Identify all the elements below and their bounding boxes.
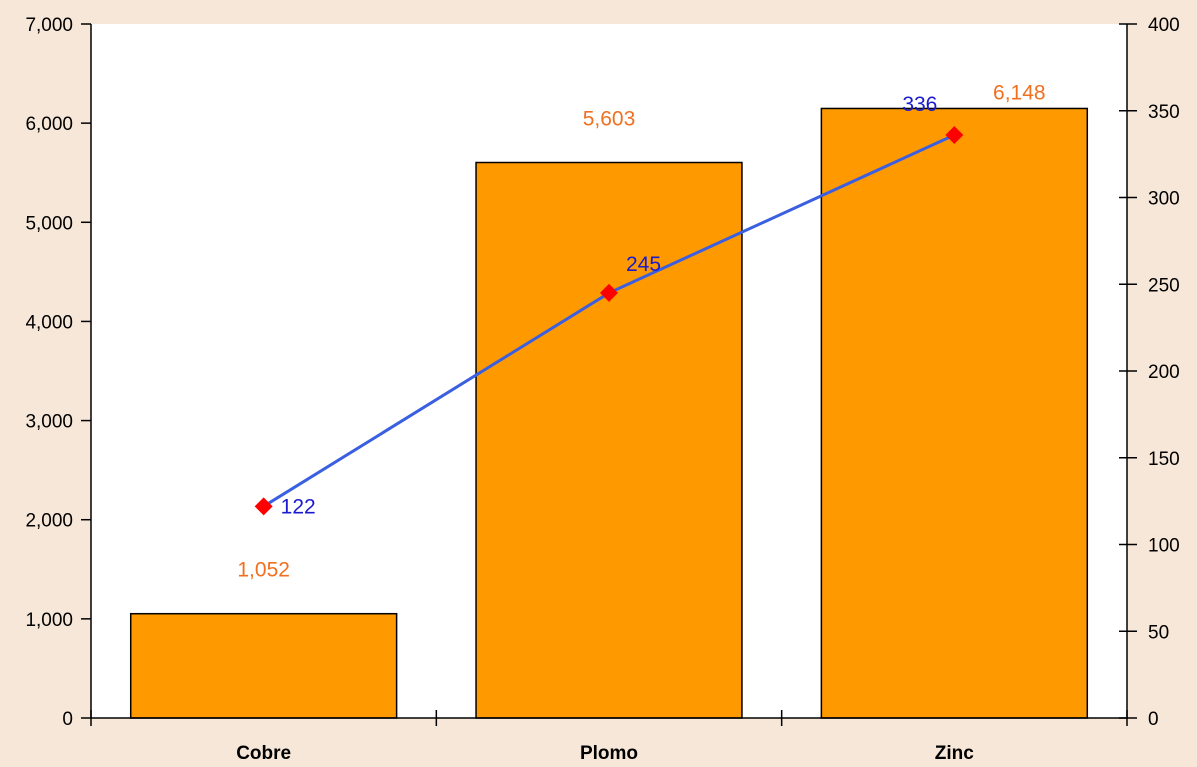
bar-cobre [129, 612, 398, 719]
line-value-label: 245 [626, 253, 661, 276]
line-marker-zinc [945, 126, 964, 145]
bar-value-label: 5,603 [583, 108, 636, 131]
bar-plomo [475, 161, 743, 719]
y-right-tick-label: 300 [1148, 189, 1180, 210]
line-marker-cobre [254, 497, 273, 516]
x-category-label: Cobre [236, 743, 291, 764]
y-right-tick-label: 350 [1148, 102, 1180, 123]
line-marker-plomo [600, 283, 618, 302]
y-left-tick-label: 2,000 [25, 511, 73, 532]
y-left-tick-label: 0 [62, 709, 73, 730]
y-left-tick-label: 7,000 [25, 15, 73, 36]
x-category-label: Plomo [580, 743, 638, 764]
y-left-tick-label: 6,000 [25, 114, 73, 135]
y-left-tick-label: 1,000 [25, 610, 73, 631]
y-right-tick-label: 0 [1148, 709, 1159, 730]
y-left-tick-label: 5,000 [25, 213, 73, 234]
bar-zinc [820, 107, 1089, 719]
y-right-tick-label: 250 [1148, 275, 1180, 296]
y-right-tick-label: 50 [1148, 622, 1169, 643]
bar-value-label: 6,148 [993, 81, 1046, 104]
x-category-label: Zinc [935, 743, 974, 764]
y-left-tick-label: 4,000 [25, 312, 73, 333]
bar-value-label: 1,052 [237, 559, 290, 582]
y-right-tick-label: 100 [1148, 536, 1180, 557]
line-value-label: 122 [281, 495, 316, 518]
y-right-tick-label: 400 [1148, 15, 1180, 36]
y-right-tick-label: 200 [1148, 362, 1180, 383]
y-right-tick-label: 150 [1148, 449, 1180, 470]
line-value-label: 336 [902, 93, 937, 116]
y-left-tick-label: 3,000 [25, 412, 73, 433]
